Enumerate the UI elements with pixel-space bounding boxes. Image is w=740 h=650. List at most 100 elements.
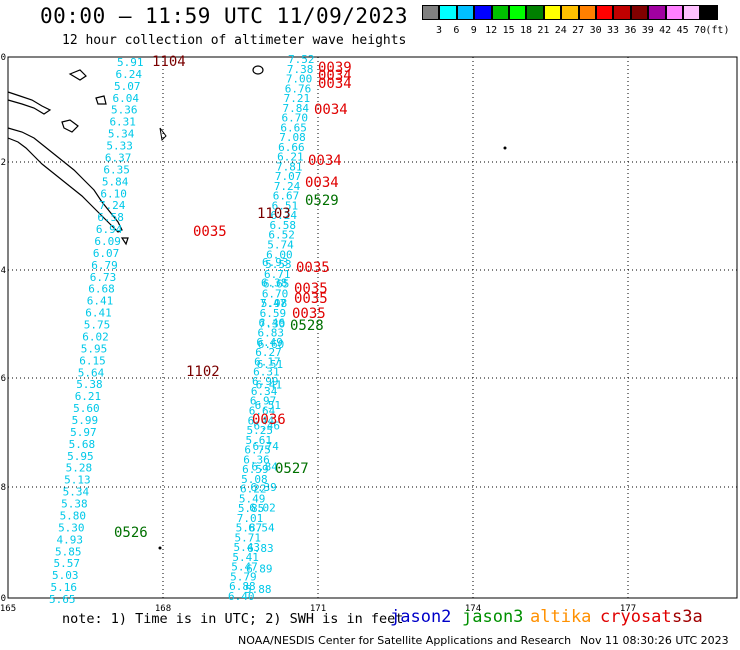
coastline xyxy=(7,65,507,550)
vanuatu-islands-coastline xyxy=(7,91,52,115)
swh-value: 7.08 xyxy=(279,131,306,144)
scale-swatch xyxy=(422,5,440,20)
swh-value: 6.49 xyxy=(256,336,283,349)
scale-swatch xyxy=(630,5,649,20)
swh-value: 5.25 xyxy=(247,424,274,437)
swh-value: 6.38 xyxy=(261,276,288,289)
lat-tick-label: -24 xyxy=(0,266,6,276)
pass-time-label: 0034 xyxy=(305,175,339,191)
swh-value: 6.97 xyxy=(250,395,277,408)
swh-value: 6.93 xyxy=(262,256,289,269)
pass-time-label: 0034 xyxy=(318,76,352,92)
swh-value: 5.98 xyxy=(261,297,288,310)
swh-value: 5.95 xyxy=(67,450,94,463)
swh-value: 6.68 xyxy=(88,283,115,296)
swh-value: 5.85 xyxy=(238,502,265,515)
swh-value: 6.59 xyxy=(260,307,287,320)
swh-value: 6.02 xyxy=(82,330,109,343)
swh-value: 6.64 xyxy=(249,404,276,417)
swh-value: 6.99 xyxy=(252,375,279,388)
swh-value: 6.46 xyxy=(259,317,286,330)
scale-swatch xyxy=(596,5,614,20)
swh-value: 6.84 xyxy=(251,460,278,473)
lat-lon-grid xyxy=(7,56,738,599)
pass-time-label: 0034 xyxy=(318,68,352,84)
swh-value: 6.36 xyxy=(243,453,269,466)
scale-swatch xyxy=(683,5,701,20)
swh-value: 5.13 xyxy=(64,474,91,487)
scale-label: 15 xyxy=(502,25,515,36)
scale-swatch xyxy=(648,5,666,20)
scale-label: 21 xyxy=(537,25,550,36)
swh-value: 6.54 xyxy=(248,522,275,535)
swh-value: 6.04 xyxy=(112,92,139,105)
swh-value: 5.57 xyxy=(54,557,81,570)
lat-tick-label: -30 xyxy=(0,594,6,604)
swh-value: 5.80 xyxy=(60,509,86,522)
lat-tick-label: -26 xyxy=(0,374,6,384)
pass-time-label: 1104 xyxy=(152,54,186,70)
scale-label: 3 xyxy=(435,25,443,36)
swh-value: 6.67 xyxy=(273,190,300,203)
swh-value: 6.52 xyxy=(268,229,295,242)
swh-value: 5.87 xyxy=(236,522,262,535)
swh-value: 6.58 xyxy=(97,211,124,224)
swh-pass-b: 7.527.387.006.767.217.846.706.657.086.66… xyxy=(228,53,315,603)
swh-value: 5.64 xyxy=(78,366,105,379)
pass-time-label: 0034 xyxy=(314,102,348,118)
scale-label: 24 xyxy=(554,25,567,36)
swh-value: 7.38 xyxy=(287,63,314,76)
legend-altika: altika xyxy=(530,607,592,627)
swh-value: 6.79 xyxy=(91,259,118,272)
swh-value: 6.40 xyxy=(228,590,255,603)
swh-value: 6.27 xyxy=(255,346,281,359)
swh-value: 5.03 xyxy=(52,569,78,582)
swh-value: 7.30 xyxy=(259,317,286,330)
scale-label: 12 xyxy=(485,25,498,36)
swh-value: 5.08 xyxy=(241,473,268,486)
swh-value: 6.65 xyxy=(280,121,307,134)
swh-value: 6.51 xyxy=(255,399,282,412)
lat-tick-label: -20 xyxy=(0,53,6,63)
swh-value: 6.22 xyxy=(240,483,267,496)
swh-value: 5.16 xyxy=(51,581,77,594)
pass-time-label: 0035 xyxy=(294,281,328,297)
swh-value: 5.65 xyxy=(49,593,76,606)
swh-value: 5.53 xyxy=(265,258,292,271)
swh-value: 6.71 xyxy=(264,268,291,281)
swh-value: 6.15 xyxy=(79,354,106,367)
swh-value: 7.01 xyxy=(237,512,264,525)
swh-value: 7.00 xyxy=(286,73,313,86)
swh-value: 7.24 xyxy=(99,199,126,212)
scale-label: 30 xyxy=(589,25,602,36)
pass-time-label: 0034 xyxy=(308,153,342,169)
new-caledonia-coastline xyxy=(7,127,123,233)
swh-value: 6.37 xyxy=(105,151,131,164)
pass-time-label: 0035 xyxy=(296,260,330,276)
pass-time-label: 0529 xyxy=(305,193,339,209)
swh-value: 5.33 xyxy=(106,140,133,153)
pass-time-label: 0036 xyxy=(252,412,286,428)
swh-value: 6.02 xyxy=(249,501,276,514)
swh-value: 6.34 xyxy=(251,385,278,398)
swh-value: 6.88 xyxy=(229,580,256,593)
swh-value: 5.36 xyxy=(111,104,138,117)
pass-time-label: 0035 xyxy=(193,224,227,240)
swh-value: 6.21 xyxy=(75,390,102,403)
swh-value: 7.47 xyxy=(260,297,287,310)
swh-value: 6.41 xyxy=(85,307,112,320)
pass-time-labels: 1104 003900340034003400340034052911030035… xyxy=(114,54,352,541)
swh-value: 5.43 xyxy=(233,541,259,554)
scale-label: 70 xyxy=(693,25,707,36)
swh-value: 5.30 xyxy=(58,521,85,534)
swh-value: 7.52 xyxy=(288,53,315,66)
swh-value: 6.41 xyxy=(256,379,283,392)
swh-value: 5.34 xyxy=(63,486,90,499)
lat-tick-label: -28 xyxy=(0,483,6,493)
scale-swatch xyxy=(456,5,475,20)
swh-value: 6.76 xyxy=(285,82,312,95)
pass-time-label: 0528 xyxy=(290,318,324,334)
island-outline-east xyxy=(252,65,264,75)
swh-value: 5.99 xyxy=(72,414,99,427)
scale-label: 27 xyxy=(572,25,585,36)
